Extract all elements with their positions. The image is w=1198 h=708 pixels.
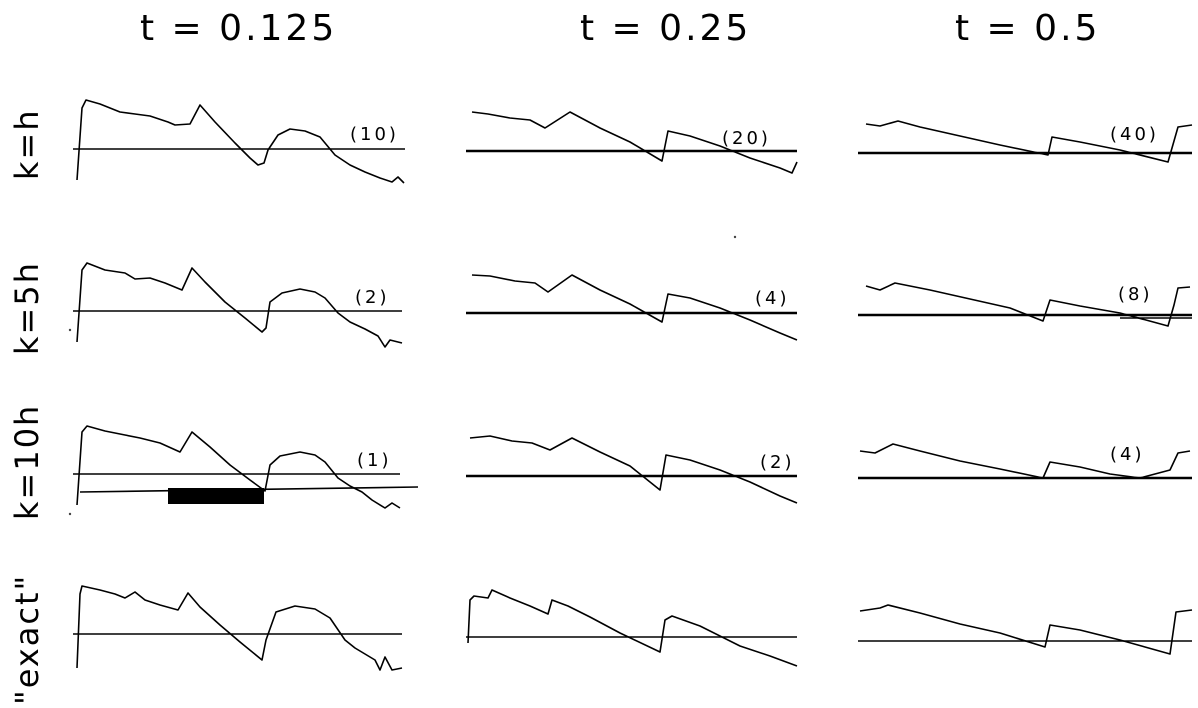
refinement-count: (4) [1110,444,1145,465]
panel-r3-c2: (2) [466,435,798,504]
solution-curve [76,425,401,509]
solution-curve [865,120,1193,163]
panel-r1-c1: (10) [73,99,405,184]
panel-r4-c3 [858,604,1193,655]
solution-curve [76,585,403,671]
solution-curve [471,111,798,174]
panel-r2-c3: (8) [858,282,1192,327]
refinement-count: (2) [355,287,390,308]
solution-curve [469,435,798,504]
solution-curve [859,604,1193,655]
solution-curve [76,99,405,184]
panel-r4-c1 [73,585,403,671]
refinement-count: (4) [755,288,790,309]
stray-mark [68,512,72,516]
panel-r4-c2 [466,589,798,667]
solution-curve [76,262,403,348]
column-title-t05: t = 0.5 [955,8,1101,49]
solution-curve [865,282,1191,327]
refinement-count: (8) [1118,284,1153,305]
panel-r1-c2: (20) [466,111,798,174]
panel-r2-c1: (2) [73,262,403,348]
refinement-count: (2) [760,452,795,473]
stray-mark [733,235,737,239]
stray-mark [68,328,72,332]
filled-block [168,488,264,504]
solution-curve [471,274,798,341]
panel-r2-c2: (4) [466,274,798,341]
column-title-t025: t = 0.25 [580,8,752,49]
refinement-count: (20) [722,128,771,149]
refinement-count: (10) [350,124,399,145]
panel-r1-c3: (40) [858,120,1193,163]
panel-r3-c1: (1) [73,425,419,509]
refinement-count: (1) [357,450,392,471]
solution-curve [859,443,1191,479]
column-title-t0125: t = 0.125 [140,8,338,49]
solution-curve [467,589,798,667]
panel-r3-c3: (4) [858,443,1192,480]
refinement-count: (40) [1110,124,1159,145]
